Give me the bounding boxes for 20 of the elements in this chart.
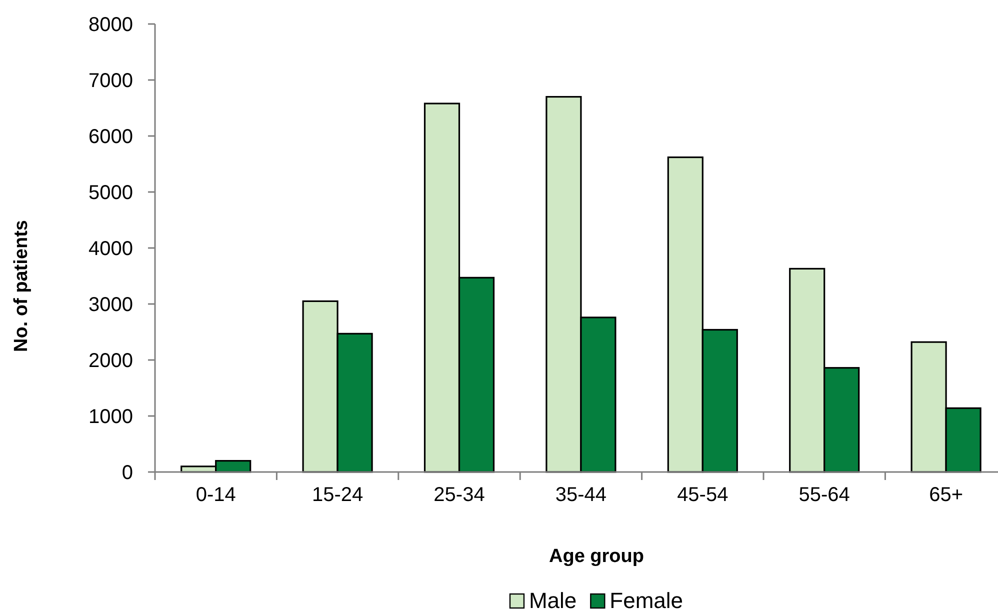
x-tick-label: 55-64 <box>798 484 850 506</box>
y-tick-label: 8000 <box>88 14 133 36</box>
legend-label: Female <box>610 588 684 613</box>
x-tick-label: 15-24 <box>312 484 364 506</box>
y-tick-label: 7000 <box>88 70 133 92</box>
x-tick-label: 45-54 <box>677 484 728 506</box>
y-tick-label: 6000 <box>88 126 133 148</box>
x-tick-label: 0-14 <box>196 484 236 506</box>
y-tick-label: 0 <box>122 462 133 484</box>
y-tick-label: 5000 <box>88 182 133 204</box>
x-tick-label: 25-34 <box>434 484 485 506</box>
x-tick-label: 65+ <box>929 484 964 506</box>
y-tick-label: 3000 <box>88 294 133 316</box>
y-tick-label: 4000 <box>88 238 133 260</box>
x-axis-title: Age group <box>549 546 644 567</box>
x-tick-label: 35-44 <box>555 484 607 506</box>
legend-label: Male <box>528 588 577 613</box>
y-tick-label: 1000 <box>88 406 133 428</box>
y-axis-title: No. of patients <box>11 220 32 352</box>
y-tick-label: 2000 <box>88 350 133 372</box>
